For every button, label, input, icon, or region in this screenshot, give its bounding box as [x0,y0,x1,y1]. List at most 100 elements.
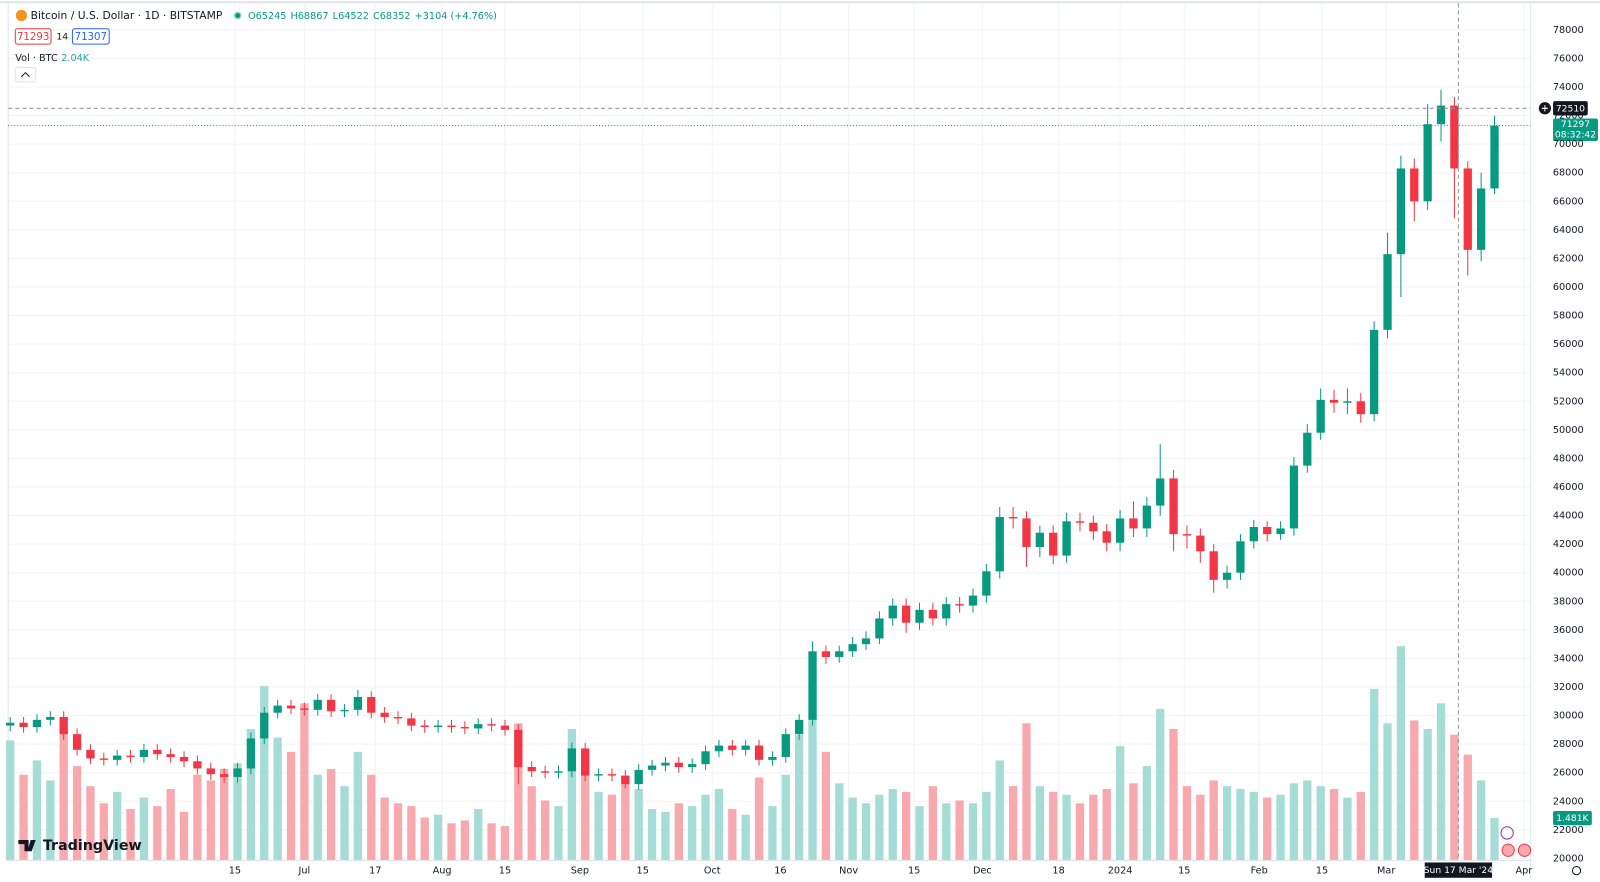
volume-bar [1169,728,1178,861]
volume-bar [353,751,363,861]
volume-bar [1249,791,1258,861]
collapse-button[interactable] [14,67,37,83]
volume-bar [260,686,269,861]
volume-bar [1263,797,1272,861]
plus-icon [1541,105,1548,112]
volume-bar [1276,794,1285,861]
ohlc-item: C68352 [373,11,411,22]
x-tick-label: 18 [1052,866,1064,877]
candle-body [915,609,924,623]
candle-body [313,699,322,710]
candle-body [1329,399,1339,403]
volume-bar [795,734,804,861]
volume-bar [420,817,429,861]
crosshair-price-tag [1553,101,1588,116]
volume-bar [982,791,991,861]
volume-title: Vol · BTC [15,53,58,64]
volume-bar [1450,734,1459,861]
volume-bar [139,797,149,861]
volume-bar [487,823,496,861]
candle-body [1169,478,1178,535]
volume-bar [46,780,55,861]
candle-body [99,758,108,760]
candle-body [474,724,483,729]
candle-body [1490,125,1499,189]
volume-bar [32,760,42,861]
volume-bar [808,686,817,861]
market-status[interactable] [235,12,241,19]
volume-bar [634,788,643,861]
y-tick-label: 68000 [1553,168,1584,179]
volume-bar [714,788,724,861]
settings-icon[interactable] [1571,866,1582,876]
y-tick-label: 74000 [1553,82,1584,93]
candle-body [1236,541,1245,573]
candle-body [113,755,122,760]
candle-body [367,697,376,713]
volume-bar [1008,786,1018,861]
symbol-title[interactable]: Bitcoin / U.S. Dollar · 1D · BITSTAMP [31,9,223,22]
x-tick-label: 2024 [1108,866,1133,877]
x-tick-label: 17 [369,866,381,877]
candle-body [340,709,349,712]
volume-bar [1303,780,1312,861]
x-tick-label: 15 [908,866,920,877]
candle-body [888,605,897,619]
event-icon[interactable] [1517,843,1532,857]
candle-body [1209,551,1218,580]
candle-body [955,604,964,606]
candle-body [634,769,643,785]
candle-body [1075,521,1085,523]
candle-body [1343,401,1352,403]
volume-layer [6,646,1499,861]
volume-bar [99,803,108,861]
y-tick-label: 54000 [1553,368,1584,379]
buy-button[interactable] [71,28,110,45]
y-tick-label: 78000 [1553,25,1584,36]
volume-bar [688,806,697,861]
volume-bar [1289,783,1299,861]
volume-bar [1209,780,1218,861]
sell-button[interactable] [14,28,52,45]
alert-icon[interactable] [1500,826,1514,840]
candle-body [875,618,884,639]
candle-body [380,712,389,718]
volume-bar [6,740,15,861]
candle-body [661,762,670,766]
volume-bar [153,806,162,861]
logo-text[interactable]: TradingView [43,838,142,854]
ohlc-item: L64522 [333,11,369,22]
candle-body [581,748,590,776]
candle-body [1423,124,1432,202]
y-tick-label: 62000 [1553,253,1584,264]
candle-body [514,729,523,768]
ohlc-item: H68867 [290,11,328,22]
ohlc-legend: O65245 H68867 L64522 C68352 +3104 (+4.76%) [248,11,497,22]
volume-bar [915,806,924,861]
last-price-tag [1553,118,1598,141]
volume-bar [581,760,590,861]
y-tick-label: 28000 [1553,739,1584,750]
candle-body [326,699,336,712]
candle-body [647,765,657,770]
volume-bar [19,774,28,861]
y-tick-label: 60000 [1553,282,1584,293]
volume-bar [1022,723,1031,861]
y-tick-label: 40000 [1553,568,1584,579]
candle-body [527,767,536,772]
volume-bar [166,788,175,861]
volume-bar [1075,803,1085,861]
candle-body [901,605,911,623]
volume-bar [995,760,1004,861]
volume-bar [1196,794,1205,861]
event-icon[interactable] [1501,843,1515,857]
volume-value: 2.04K [61,53,90,64]
x-tick-label: Dec [973,866,992,877]
collapse-icon [21,71,30,78]
volume-bar [527,786,536,861]
crosshair-date-tag [1424,862,1493,878]
volume-bar [220,768,229,861]
candle-body [273,705,282,713]
volume-bar [1396,646,1406,861]
